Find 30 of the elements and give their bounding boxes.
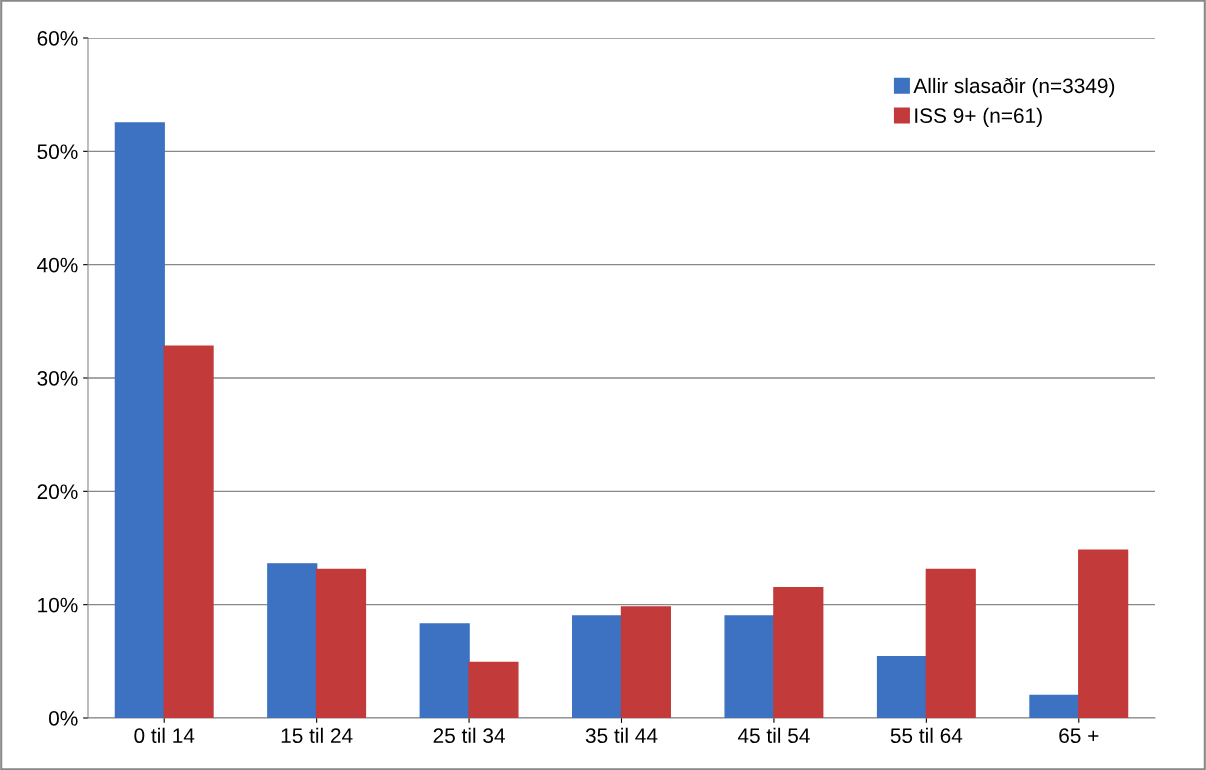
bar: [1078, 549, 1129, 718]
bar: [1029, 694, 1080, 718]
y-tick-label: 60%: [37, 31, 78, 46]
bar: [724, 615, 775, 718]
x-tick-label: 25 til 34: [433, 727, 505, 744]
bar: [267, 563, 318, 718]
y-tick-label: 50%: [37, 144, 78, 160]
bar: [572, 615, 623, 718]
y-tick-label: 40%: [37, 257, 78, 273]
legend-label: ISS 9+ (n=61): [915, 107, 1042, 128]
bar: [620, 606, 671, 718]
y-tick-label: 0%: [48, 711, 78, 726]
y-tick-label: 10%: [38, 597, 78, 613]
bar: [468, 661, 519, 718]
bar: [114, 122, 165, 718]
x-tick-label: 35 til 44: [585, 727, 658, 744]
bar: [773, 586, 824, 718]
x-tick-label: 55 til 64: [890, 727, 963, 744]
bar: [163, 345, 214, 718]
y-tick-label: 20%: [37, 484, 78, 500]
bar: [419, 623, 470, 718]
bar: [925, 568, 976, 718]
x-tick-label: 45 til 54: [737, 727, 810, 744]
x-tick-label: 65 +: [1059, 728, 1099, 744]
x-tick-label: 15 til 24: [281, 727, 353, 744]
x-tick-label: 0 til 14: [134, 727, 195, 744]
y-tick-label: 30%: [37, 371, 78, 386]
legend-label: Allir slasaðir (n=3349): [913, 77, 1115, 98]
bar: [315, 568, 367, 718]
bar: [876, 656, 928, 718]
